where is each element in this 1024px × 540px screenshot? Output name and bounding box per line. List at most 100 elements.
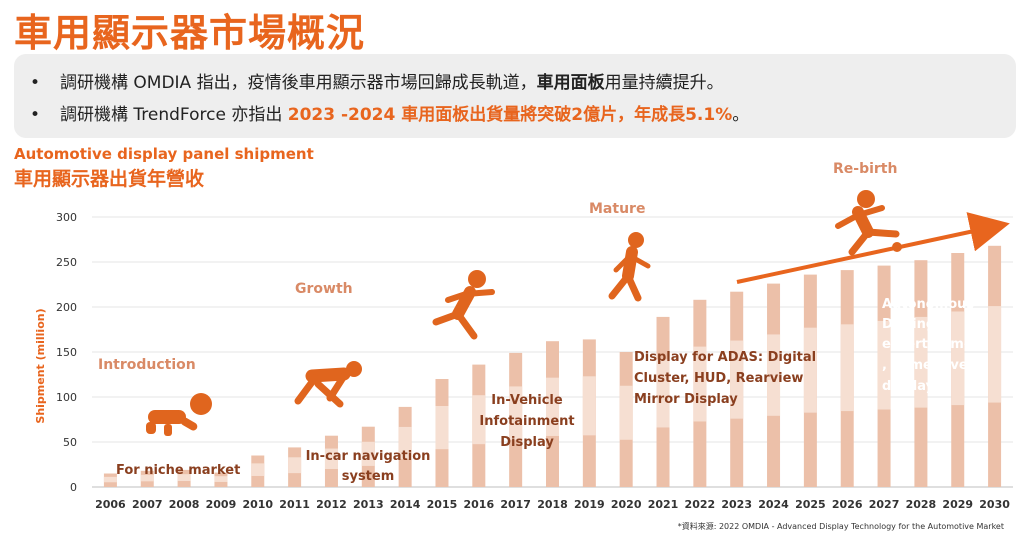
annotation-niche: For niche market: [116, 463, 240, 478]
bar-segment-2024: [767, 334, 781, 416]
annotation-line: Infotainment: [479, 414, 574, 429]
annotation-autonomous: Autonomous Driving: entertainment , imme…: [882, 297, 988, 394]
x-tick-label: 2008: [169, 498, 200, 511]
bullet-omdia: • 調研機構 OMDIA 指出，疫情後車用顯示器市場回歸成長軌道，車用面板用量持續…: [30, 68, 724, 93]
bar-segment-2020: [619, 385, 633, 440]
y-tick-label: 200: [56, 301, 77, 314]
x-tick-label: 2024: [758, 498, 789, 511]
summary-box: • 調研機構 OMDIA 指出，疫情後車用顯示器市場回歸成長軌道，車用面板用量持續…: [14, 54, 1016, 138]
bar-segment-2019: [582, 376, 596, 436]
x-tick-label: 2027: [869, 498, 900, 511]
x-tick-label: 2007: [132, 498, 163, 511]
bar-segment-2016: [472, 395, 486, 445]
annotation-line: display: [882, 379, 935, 394]
x-tick-label: 2021: [648, 498, 679, 511]
bullet-bold: 車用面板: [536, 73, 605, 93]
x-tick-label: 2025: [795, 498, 826, 511]
bar-segment-2026: [840, 324, 854, 412]
annotation-infotainment: In-Vehicle Infotainment Display: [479, 393, 574, 450]
chart-title-zh: 車用顯示器出貨年營收: [14, 168, 205, 190]
bullet-text: 調研機構 OMDIA 指出，疫情後車用顯示器市場回歸成長軌道，: [60, 73, 537, 93]
bullet-marker: •: [30, 105, 41, 125]
x-tick-label: 2010: [242, 498, 273, 511]
y-tick-label: 150: [56, 346, 77, 359]
x-tick-label: 2030: [979, 498, 1010, 511]
annotation-line: In-Vehicle: [491, 393, 563, 408]
bullet-trendforce: • 調研機構 TrendForce 亦指出 2023 -2024 車用面板出貨量將…: [30, 100, 749, 125]
x-tick-label: 2019: [574, 498, 605, 511]
x-tick-label: 2029: [942, 498, 973, 511]
x-tick-label: 2028: [906, 498, 937, 511]
bar-segment-2007: [140, 474, 154, 482]
x-tick-label: 2017: [500, 498, 531, 511]
annotation-line: Driving:: [882, 317, 940, 332]
annotation-line: entertainment: [882, 337, 988, 352]
x-tick-label: 2006: [95, 498, 126, 511]
bar-segment-2030: [988, 306, 1002, 403]
bar-segment-2012: [324, 448, 338, 470]
source-note: *資料來源: 2022 OMDIA - Advanced Display Tec…: [677, 522, 1004, 531]
annotation-line: Cluster, HUD, Rearview: [634, 371, 803, 386]
annotation-line: Display: [500, 435, 554, 450]
trend-arrow: [736, 212, 1010, 284]
bar-segment-2014: [398, 426, 412, 459]
bar-segment-2011: [288, 457, 302, 474]
annotation-line: Display for ADAS: Digital: [634, 350, 816, 365]
bullet-text-end: 。: [732, 105, 750, 125]
chart-title-en: Automotive display panel shipment: [14, 145, 314, 163]
bar-segment-2022: [693, 346, 707, 422]
y-tick-label: 50: [63, 436, 77, 449]
bar-segment-2006: [103, 476, 117, 483]
x-tick-label: 2022: [685, 498, 716, 511]
stage-growth: Growth: [295, 281, 353, 297]
stage-rebirth: Re-birth: [833, 161, 897, 177]
x-tick-label: 2023: [721, 498, 752, 511]
bar-segment-2015: [435, 406, 449, 450]
bar-segment-2025: [803, 327, 817, 413]
x-tick-label: 2018: [537, 498, 568, 511]
page-title: 車用顯示器市場概況: [14, 11, 366, 55]
baby-crawling-icon: [146, 393, 212, 436]
annotation-navigation: In-car navigation system: [306, 449, 431, 484]
person-running-icon: [432, 270, 495, 340]
x-tick-label: 2015: [427, 498, 458, 511]
x-tick-label: 2016: [464, 498, 495, 511]
bar-segment-2009: [214, 476, 228, 482]
bullet-text: 調研機構 TrendForce 亦指出: [60, 105, 288, 125]
x-tick-label: 2013: [353, 498, 384, 511]
bar-segment-2010: [251, 463, 265, 476]
bar-segment-2023: [730, 340, 744, 419]
bar-segment-2008: [177, 474, 191, 482]
person-sprinting-icon: [835, 190, 902, 256]
bar-segment-2013: [361, 441, 375, 466]
annotation-line: system: [342, 469, 395, 484]
stage-introduction: Introduction: [98, 357, 196, 373]
x-tick-label: 2014: [390, 498, 421, 511]
bar-segment-2018: [546, 377, 559, 436]
y-axis-label: Shipment (million): [34, 308, 47, 423]
y-tick-label: 0: [70, 481, 77, 494]
y-tick-label: 250: [56, 256, 77, 269]
x-tick-label: 2012: [316, 498, 347, 511]
bullet-marker: •: [30, 73, 41, 93]
y-tick-label: 300: [56, 211, 77, 224]
x-tick-label: 2009: [206, 498, 237, 511]
annotation-line: Autonomous: [882, 297, 974, 312]
bar-segment-2029: [951, 311, 965, 406]
bullet-text-end: 用量持續提升。: [604, 73, 724, 93]
annotation-adas: Display for ADAS: Digital Cluster, HUD, …: [634, 350, 816, 407]
bar-segment-2028: [914, 316, 928, 408]
stage-mature: Mature: [589, 201, 645, 217]
x-tick-label: 2026: [832, 498, 863, 511]
x-tick-label: 2011: [279, 498, 310, 511]
person-starting-icon: [294, 361, 362, 408]
person-walking-icon: [608, 232, 651, 302]
annotation-line: In-car navigation: [306, 449, 431, 464]
x-tick-label: 2020: [611, 498, 642, 511]
bar-segment-2017: [509, 386, 523, 441]
annotation-line: , immersive: [882, 358, 968, 373]
annotation-line: For niche market: [116, 463, 240, 478]
annotation-line: Mirror Display: [634, 392, 738, 407]
bar-segment-2027: [877, 320, 891, 410]
